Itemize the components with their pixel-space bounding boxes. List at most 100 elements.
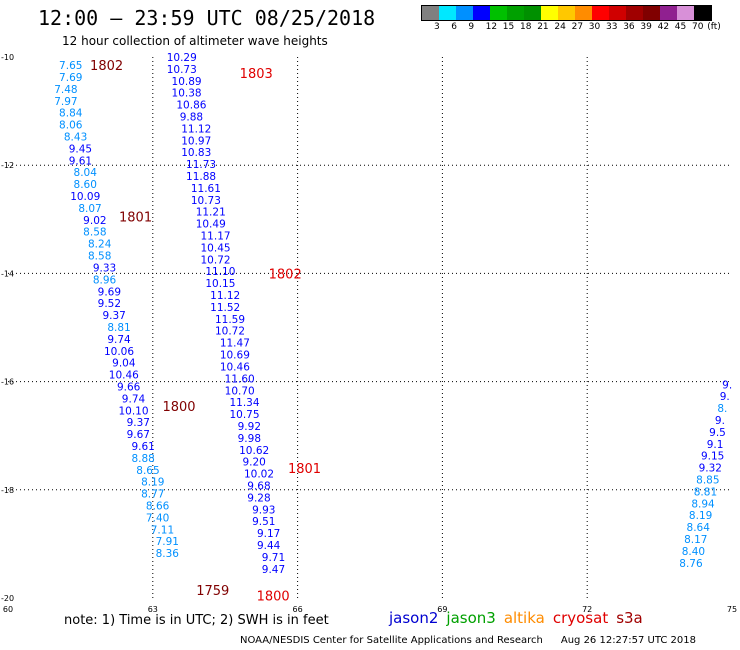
swh-value: 9.5 — [709, 427, 726, 439]
swh-value: 8.07 — [78, 203, 101, 215]
swh-value: 9.68 — [247, 480, 270, 492]
swh-value: 8.66 — [146, 500, 170, 512]
x-tick-label: 75 — [727, 605, 737, 614]
legend-label: 18 — [520, 22, 532, 32]
credit-text: NOAA/NESDIS Center for Satellite Applica… — [240, 635, 543, 646]
swh-value: 10.15 — [205, 278, 235, 290]
legend-label: 21 — [537, 22, 549, 32]
swh-value: 7.48 — [54, 84, 77, 96]
legend-swatch — [473, 6, 490, 20]
swh-value: 11.10 — [205, 266, 235, 278]
track-values: 7.657.697.487.978.848.068.439.459.618.04… — [54, 52, 732, 576]
chart-title: 12:00 – 23:59 UTC 08/25/2018 — [38, 6, 376, 30]
swh-value: 9.69 — [98, 286, 121, 298]
swh-value: 9.04 — [112, 358, 136, 370]
swh-value: 8.60 — [74, 179, 97, 191]
y-tick-label: -20 — [1, 594, 14, 603]
swh-value: 9.33 — [93, 262, 116, 274]
swh-value: 11.21 — [196, 207, 226, 219]
swh-value: 8.58 — [88, 251, 111, 263]
legend-label: 33 — [606, 22, 618, 32]
time-labels: 1802 1803 1801 1802 1800 1801 1759 1800 — [90, 59, 321, 604]
legend-label: 15 — [502, 22, 515, 32]
swh-value: 10.75 — [229, 409, 259, 421]
swh-value: 7.97 — [54, 96, 77, 108]
time-label: 1800 — [257, 589, 290, 604]
time-label: 1800 — [162, 400, 195, 415]
legend-label: 27 — [571, 22, 584, 32]
swh-value: 10.97 — [181, 135, 211, 147]
swh-value: 9.93 — [252, 504, 275, 516]
swh-value: 9.37 — [127, 417, 150, 429]
swh-value: 9.74 — [107, 334, 131, 346]
swh-value: 9. — [715, 415, 725, 427]
legend-swatch — [439, 6, 456, 20]
swh-value: 10.72 — [215, 326, 245, 338]
swh-value: 8.94 — [691, 498, 715, 510]
swh-value: 11.34 — [229, 397, 259, 409]
swh-value: 9. — [722, 379, 732, 391]
swh-value: 11.47 — [220, 338, 250, 350]
swh-value: 9.44 — [257, 540, 281, 552]
swh-value: 9.37 — [102, 310, 125, 322]
legend-label: 45 — [674, 22, 687, 32]
y-tick-label: -16 — [1, 378, 14, 387]
swh-value: 8.06 — [59, 120, 83, 132]
swh-value: 9.98 — [238, 433, 261, 445]
chart-subtitle: 12 hour collection of altimeter wave hei… — [62, 34, 328, 48]
legend-swatch — [626, 6, 643, 20]
swh-value: 8.19 — [689, 510, 712, 522]
swh-value: 10.73 — [167, 64, 197, 76]
time-label: 1803 — [240, 67, 273, 82]
legend-swatch — [541, 6, 558, 20]
legend-label: 42 — [657, 22, 670, 32]
swh-value: 10.86 — [176, 100, 206, 112]
swh-value: 9.71 — [262, 552, 285, 564]
swh-value: 8.81 — [694, 486, 717, 498]
swh-value: 11.12 — [181, 123, 211, 135]
swh-value: 9.92 — [238, 421, 261, 433]
legend-swatch — [524, 6, 541, 20]
swh-value: 10.49 — [196, 219, 226, 231]
swh-value: 10.83 — [181, 147, 211, 159]
credit-line: NOAA/NESDIS Center for Satellite Applica… — [240, 635, 696, 646]
x-tick-label: 66 — [293, 605, 303, 614]
legend-swatch — [609, 6, 626, 20]
swh-value: 8.85 — [696, 475, 719, 487]
swh-value: 10.10 — [118, 405, 148, 417]
y-axis-ticks: -10 -12 -14 -16 -18 -20 — [1, 53, 14, 603]
y-tick-label: -10 — [1, 53, 14, 62]
swh-value: 8.17 — [684, 534, 707, 546]
swh-value: 11.60 — [225, 373, 255, 385]
swh-value: 8.64 — [687, 522, 711, 534]
color-legend-labels: 3 6 9 12 15 18 21 24 27 30 33 36 39 42 45 70 (ft) — [430, 22, 740, 34]
swh-value: 10.62 — [239, 445, 269, 457]
swh-value: 9.1 — [707, 439, 724, 451]
legend-swatch — [694, 6, 711, 20]
time-label: 1802 — [90, 59, 123, 74]
time-label: 1759 — [196, 584, 229, 599]
legend-swatch — [490, 6, 507, 20]
swh-value: 10.38 — [172, 88, 202, 100]
legend-swatch — [456, 6, 473, 20]
swh-value: 8. — [717, 403, 727, 415]
legend-label: 36 — [623, 22, 635, 32]
footer-note: note: 1) Time is in UTC; 2) SWH is in fe… — [64, 613, 329, 628]
swh-value: 8.43 — [64, 132, 87, 144]
swh-value: 9.47 — [262, 564, 285, 576]
swh-value: 9.88 — [180, 112, 203, 124]
y-tick-label: -18 — [1, 486, 14, 495]
x-tick-label: 72 — [582, 605, 592, 614]
legend-label: 30 — [588, 22, 601, 32]
swh-value: 9.32 — [699, 463, 722, 475]
swh-value: 10.02 — [244, 469, 274, 481]
time-label: 1801 — [288, 462, 321, 477]
legend-swatch — [422, 6, 439, 20]
credit-date: Aug 26 12:27:57 UTC 2018 — [560, 635, 697, 646]
legend-label: 12 — [485, 22, 498, 32]
swh-value: 7.69 — [59, 72, 82, 84]
swh-value: 8.04 — [74, 167, 98, 179]
gridlines — [8, 57, 732, 598]
y-tick-label: -12 — [1, 161, 14, 170]
swh-value: 10.09 — [70, 191, 100, 203]
